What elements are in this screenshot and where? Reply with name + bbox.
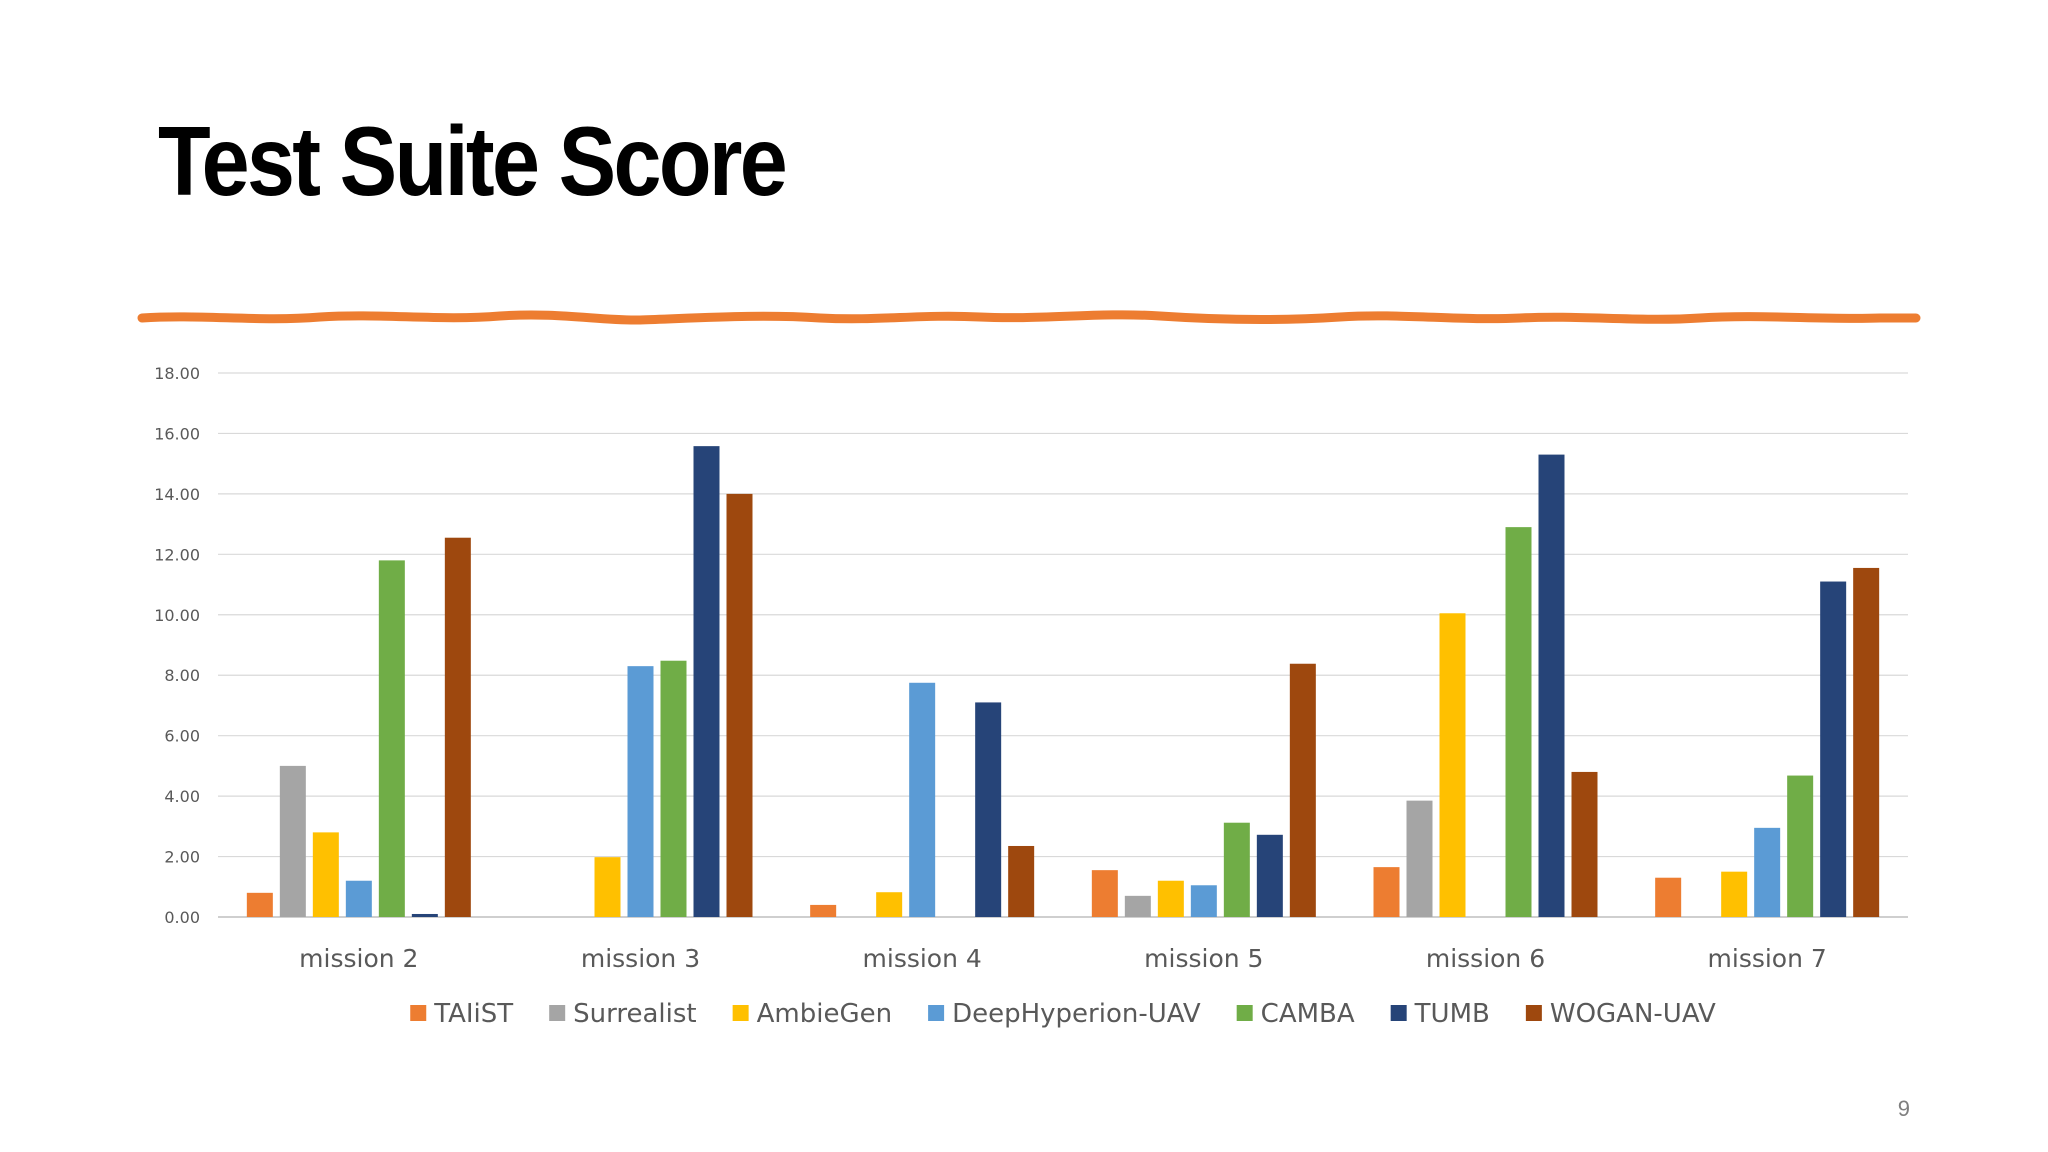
- bar-ambiegen-mission-2: [312, 832, 339, 917]
- legend: TAIiST Surrealist AmbieGen DeepHyperion-UAV…: [410, 999, 1716, 1029]
- legend-label: CAMBA: [1261, 999, 1355, 1029]
- y-tick-label: 16.00: [154, 424, 200, 443]
- y-axis-ticks: 0.00 2.00 4.00 6.00 8.00 10.00 12.00 14.00 16.00…: [154, 364, 200, 927]
- bar-tumb-mission-5: [1256, 834, 1283, 917]
- page-number: 9: [1897, 1096, 1910, 1121]
- bar-tumb-mission-4: [975, 702, 1002, 917]
- x-category-label: mission 3: [581, 944, 700, 973]
- x-category-label: mission 5: [1144, 944, 1263, 973]
- y-tick-label: 14.00: [154, 485, 200, 504]
- x-category-label: mission 2: [299, 944, 418, 973]
- bar-camba-mission-7: [1787, 775, 1814, 917]
- bar-deephyperion-uav-mission-2: [345, 880, 372, 917]
- legend-item: AmbieGen: [732, 999, 892, 1029]
- legend-item: CAMBA: [1236, 999, 1355, 1029]
- legend-item: DeepHyperion-UAV: [928, 999, 1201, 1029]
- legend-item: WOGAN-UAV: [1525, 999, 1716, 1029]
- bar-taiist-mission-4: [810, 904, 837, 917]
- legend-swatch: [732, 1005, 749, 1021]
- grid-lines: [218, 372, 1908, 918]
- legend-item: TAIiST: [410, 999, 513, 1029]
- bar-surrealist-mission-2: [279, 765, 306, 917]
- slide-title: Test Suite Score: [158, 106, 788, 216]
- bar-ambiegen-mission-4: [876, 892, 903, 917]
- legend-swatch: [928, 1005, 945, 1021]
- bar-ambiegen-mission-6: [1439, 613, 1466, 917]
- x-axis-labels: mission 2 mission 3 mission 4 mission 5 miss…: [299, 944, 1827, 973]
- legend-swatch: [1390, 1005, 1407, 1021]
- bar-deephyperion-uav-mission-7: [1754, 827, 1781, 917]
- bar-deephyperion-uav-mission-5: [1190, 885, 1217, 917]
- y-tick-label: 10.00: [154, 606, 200, 625]
- bar-taiist-mission-2: [246, 892, 273, 917]
- legend-label: TUMB: [1414, 999, 1490, 1029]
- legend-label: AmbieGen: [757, 999, 892, 1029]
- y-tick-label: 8.00: [164, 666, 200, 685]
- y-tick-label: 18.00: [154, 364, 200, 383]
- bar-deephyperion-uav-mission-3: [627, 666, 654, 917]
- bar-ambiegen-mission-5: [1157, 880, 1184, 917]
- y-tick-label: 4.00: [164, 787, 200, 806]
- y-tick-label: 12.00: [154, 545, 200, 564]
- legend-label: Surrealist: [573, 999, 696, 1029]
- y-tick-label: 0.00: [164, 908, 200, 927]
- bar-ambiegen-mission-7: [1721, 871, 1748, 917]
- divider-stroke: [137, 310, 1921, 325]
- bar-tumb-mission-7: [1820, 581, 1847, 917]
- bar-tumb-mission-3: [693, 446, 720, 917]
- x-category-label: mission 6: [1426, 944, 1545, 973]
- y-tick-label: 2.00: [164, 848, 200, 867]
- bar-tumb-mission-2: [411, 913, 438, 917]
- bar-deephyperion-uav-mission-4: [909, 682, 936, 917]
- bar-surrealist-mission-5: [1124, 895, 1151, 917]
- legend-label: DeepHyperion-UAV: [952, 999, 1201, 1029]
- bar-camba-mission-2: [378, 560, 405, 917]
- legend-item: Surrealist: [549, 999, 697, 1029]
- bars: [246, 446, 1880, 917]
- legend-swatch: [1236, 1005, 1253, 1021]
- bar-wogan-uav-mission-6: [1571, 771, 1598, 917]
- bar-wogan-uav-mission-5: [1289, 663, 1316, 917]
- legend-swatch: [1525, 1005, 1542, 1021]
- bar-camba-mission-6: [1505, 527, 1532, 917]
- bar-taiist-mission-7: [1655, 877, 1682, 917]
- bar-camba-mission-5: [1223, 822, 1250, 917]
- bar-tumb-mission-6: [1538, 454, 1565, 917]
- bar-wogan-uav-mission-2: [444, 537, 471, 917]
- bar-wogan-uav-mission-4: [1008, 845, 1035, 917]
- legend-label: TAIiST: [433, 999, 513, 1029]
- y-tick-label: 6.00: [164, 727, 200, 746]
- x-category-label: mission 4: [863, 944, 982, 973]
- bar-taiist-mission-6: [1373, 867, 1400, 917]
- bar-surrealist-mission-6: [1406, 800, 1433, 917]
- bar-wogan-uav-mission-3: [726, 493, 753, 917]
- bar-camba-mission-3: [660, 660, 687, 917]
- bar-wogan-uav-mission-7: [1853, 567, 1880, 917]
- x-category-label: mission 7: [1708, 944, 1827, 973]
- bar-taiist-mission-5: [1091, 870, 1118, 917]
- legend-swatch: [410, 1005, 427, 1021]
- legend-label: WOGAN-UAV: [1550, 999, 1716, 1029]
- legend-swatch: [549, 1005, 566, 1021]
- legend-item: TUMB: [1390, 999, 1490, 1029]
- bar-ambiegen-mission-3: [594, 857, 621, 917]
